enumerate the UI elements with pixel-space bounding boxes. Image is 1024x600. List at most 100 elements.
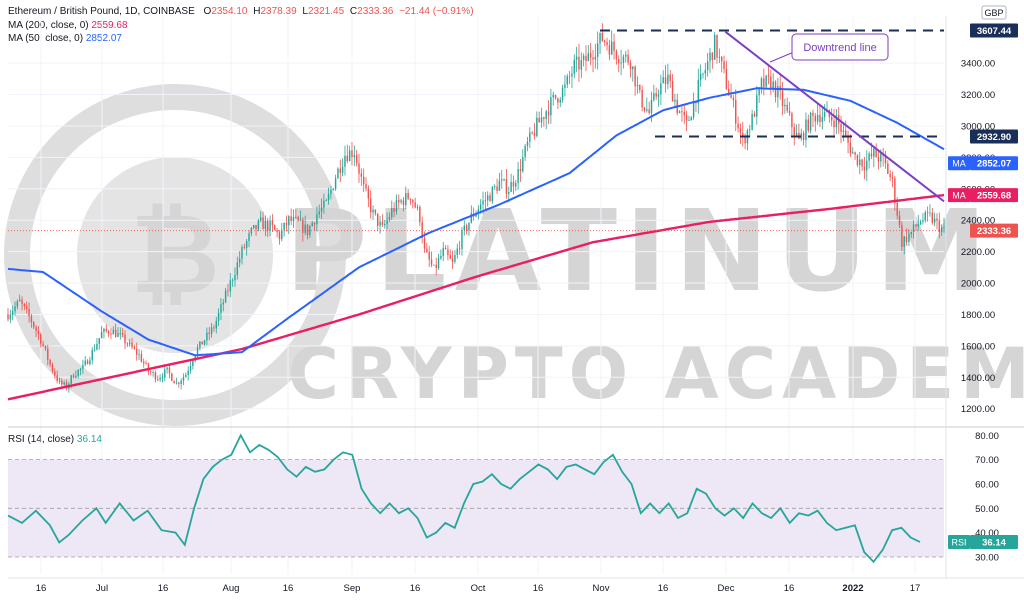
candle-body [103,328,105,333]
candle-body [217,312,220,321]
candle-body [386,219,388,225]
candle-body [454,254,456,262]
price-tick-label: 3000.00 [961,121,995,132]
candle-body [131,342,133,348]
candle-body [407,192,409,199]
candle-body [381,221,384,225]
candle-body [603,40,606,43]
candle-body [643,107,646,111]
candle-body [692,101,695,118]
candle-body [348,150,351,162]
candle-body [861,159,863,167]
candle-body [929,212,931,214]
price-tick-label: 3400.00 [961,59,995,70]
badge-rsi-tag-label: RSI [951,538,966,548]
time-tick-label: Jul [96,583,108,594]
candle-body [421,222,423,239]
candle-body [650,99,653,114]
candle-body [926,212,929,214]
close-value: 2333.36 [357,6,394,17]
candle-body [288,216,290,226]
candle-body [599,33,601,44]
price-tick-label: 1600.00 [961,341,995,352]
candle-body [704,69,707,74]
candle-body [849,142,852,154]
candle-body [25,306,28,310]
candle-body [196,347,199,355]
candle-body [241,247,243,259]
candle-body [547,111,550,116]
candle-body [456,248,459,255]
indicator-lines [7,87,945,564]
candle-body [30,316,33,322]
candle-body [753,113,756,117]
candle-body [182,377,185,381]
candle-body [552,94,554,98]
candle-body [606,42,608,46]
candle-body [816,114,819,122]
candle-body [58,380,61,382]
candle-body [896,202,898,216]
candle-body [575,56,578,60]
candle-body [96,343,98,350]
candle-body [608,45,611,55]
candle-body [358,163,360,174]
candle-body [852,152,854,154]
candle-body [482,200,484,205]
candle-body [199,341,201,348]
symbol-title[interactable]: Ethereum / British Pound, 1D, COINBASE [8,6,195,17]
time-tick-label: 16 [533,583,544,594]
candle-body [875,148,877,158]
candle-body [54,371,56,376]
candle-body [596,43,599,57]
candle-body [344,155,346,167]
candle-body [465,225,468,231]
candle-body [82,364,84,369]
annotation-box [791,33,889,61]
candle-body [594,56,597,60]
candle-body [557,98,559,103]
ma50-legend[interactable]: MA (50, close, 0) 2852.07 [8,33,122,44]
candle-body [297,217,299,221]
candle-body [110,333,112,335]
candle-body [571,73,573,77]
candle-body [501,179,503,181]
candle-body [206,332,208,341]
candle-body [646,109,648,111]
watermark-line2: CRYPTO ACADEMY [287,333,1024,415]
candle-body [531,132,533,134]
candle-body [484,200,487,202]
candle-body [224,290,227,303]
candle-body [716,34,718,58]
candle-body [433,264,435,266]
candle-body [376,213,379,226]
candle-body [802,133,805,141]
candle-body [56,375,58,381]
candle-body [812,112,814,116]
candle-body [795,132,798,136]
candle-body [304,224,306,233]
candle-body [154,372,157,380]
candle-body [922,220,924,222]
candle-body [44,345,47,349]
chart-grid [8,16,1024,579]
candle-body [877,157,880,162]
candle-body [515,183,517,187]
candle-body [936,218,938,221]
candle-body [105,328,108,332]
candle-body [18,299,21,302]
annotation-text: Downtrend line [803,42,876,54]
badge-ma200-text: 2559.68 [977,191,1011,202]
candle-body [51,364,54,372]
candle-body [793,127,795,136]
ma200-legend[interactable]: MA (200, close, 0) 2559.68 [8,20,128,31]
badge-rsi-text: 36.14 [982,538,1006,549]
rsi-tick-label: 80.00 [975,431,999,442]
candle-body [302,219,304,233]
candle-body [89,360,91,365]
candle-body [678,111,681,114]
price-badges: 3607.44 2932.90 MA 2852.07 MA 2559.68 2333.36 R… [948,23,1018,550]
candle-body [690,117,693,121]
